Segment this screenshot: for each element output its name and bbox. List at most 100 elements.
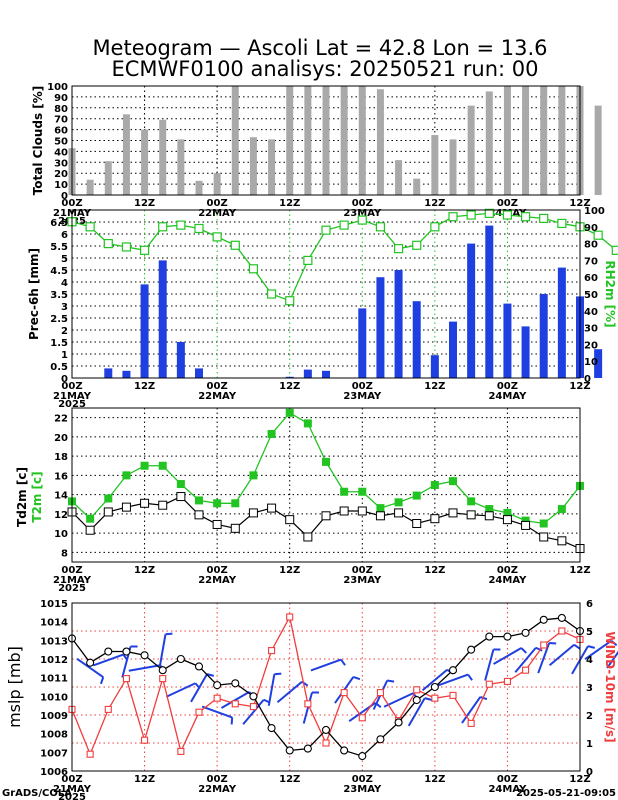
precip-bar (485, 225, 494, 378)
press-xtick-label: 00Z (352, 774, 373, 785)
press-xtick-label: 00Z (497, 774, 518, 785)
wind-marker (231, 700, 239, 708)
clouds-xtick-label: 12Z (424, 198, 445, 209)
td2m-marker (484, 511, 494, 521)
rh-marker (557, 218, 567, 229)
clouds-day-label: 22MAY (198, 208, 237, 219)
press-day-label: 24MAY (488, 784, 527, 795)
rh-marker (539, 213, 549, 223)
precip-bar (303, 369, 312, 378)
prec-ytick-label: 2 (61, 326, 68, 337)
clouds-ylabel: Total Clouds [%] (31, 86, 45, 196)
precip-bar (521, 326, 530, 378)
footer-right: 2025-05-21-09:05 (516, 788, 616, 799)
t2m-marker (394, 498, 403, 507)
t2m-marker (176, 480, 185, 489)
rh-marker (430, 222, 440, 232)
wind-marker (558, 627, 566, 635)
mslp-marker (86, 658, 95, 667)
prec-ytick-label: 6 (61, 230, 68, 241)
wind-barb-flag (274, 672, 282, 676)
rh-marker (502, 210, 513, 220)
clouds-ytick-label: 20 (54, 169, 68, 180)
wind-ytick-label: 2 (586, 711, 593, 722)
wind-barb-flag (610, 640, 618, 647)
prec-ytick-label: 3.5 (50, 290, 68, 301)
cloud-bar (413, 178, 421, 195)
wind-barb (421, 668, 448, 692)
cloud-bar (177, 139, 185, 195)
td2m-marker (176, 492, 186, 502)
mslp-marker (394, 718, 403, 727)
prec-ytick-label: 4 (61, 278, 68, 289)
cloud-bar (503, 86, 511, 195)
precip-bar (285, 376, 294, 378)
clouds-ytick-label: 30 (54, 158, 68, 169)
press-day-label: 22MAY (198, 784, 237, 795)
t2m-marker (86, 514, 95, 523)
mslp-marker (467, 645, 476, 654)
mslp-ytick-label: 1007 (40, 748, 68, 759)
precip-bar (140, 284, 149, 378)
precip-bar (358, 308, 367, 378)
wind-barb (158, 634, 167, 666)
td2m-marker (430, 514, 440, 524)
wind-marker (141, 736, 149, 744)
mslp-marker (448, 666, 458, 675)
mslp-ytick-label: 1006 (40, 767, 68, 778)
press-xtick-label: 12Z (134, 774, 155, 785)
rh-marker (303, 255, 313, 265)
rh-marker (176, 220, 186, 230)
cloud-bar (594, 105, 602, 195)
t2m-marker (376, 504, 385, 513)
temp-ytick-label: 18 (54, 452, 68, 463)
mslp-ytick-label: 1014 (40, 618, 68, 629)
chart-title-line1: Meteogram — Ascoli Lat = 42.8 Lon = 13.6 (92, 36, 547, 60)
precip-bar (394, 270, 403, 378)
temp-day-label: 24MAY (488, 575, 527, 586)
mslp-marker (430, 682, 439, 692)
prec-day-label: 21MAY (53, 391, 92, 402)
t2m-marker (322, 457, 330, 466)
precip-bar (503, 303, 512, 378)
precip-bar (557, 267, 566, 378)
temp-xtick-label: 00Z (352, 565, 373, 576)
wind-marker (358, 714, 366, 722)
temp-day-label: 21MAY (53, 575, 92, 586)
mslp-marker (321, 725, 331, 734)
wind-barb-flag (573, 643, 581, 650)
prec-ytick-label: 1 (61, 350, 68, 361)
rh-marker (139, 245, 150, 255)
cloud-bar (141, 129, 149, 195)
precip-bar (449, 321, 457, 378)
mslp-ytick-label: 1008 (40, 730, 68, 741)
wind-ytick-label: 0 (586, 767, 593, 778)
prec-xtick-label: 12Z (569, 381, 590, 392)
precip-bar (594, 349, 603, 378)
prec-ytick-label: 5.5 (50, 242, 68, 253)
wind-barb (267, 674, 276, 706)
temp-xtick-label: 00Z (207, 565, 228, 576)
mslp-marker (194, 662, 204, 671)
rh-marker (103, 239, 113, 249)
wind-barb (276, 680, 303, 704)
t2m-marker (467, 497, 476, 506)
wind-barb (220, 691, 250, 709)
press-day-label: 21MAY (53, 784, 92, 795)
wind-marker (122, 675, 130, 683)
rh-marker (593, 230, 603, 240)
chart-title-line2: ECMWF0100 analisys: 20250521 run: 00 (111, 57, 538, 81)
precip-bar (376, 277, 385, 378)
clouds-frame (71, 85, 581, 196)
clouds-ytick-label: 40 (54, 147, 68, 158)
mslp-marker (176, 654, 185, 664)
wind-ytick-label: 4 (586, 655, 593, 666)
wind-barb (201, 705, 233, 719)
rh-marker (393, 244, 404, 254)
mslp-marker (104, 647, 113, 656)
prec-ytick-label: 4.5 (50, 266, 68, 277)
mslp-marker (485, 632, 494, 641)
wind-barb-flag (352, 675, 361, 681)
rh-marker (375, 222, 386, 232)
